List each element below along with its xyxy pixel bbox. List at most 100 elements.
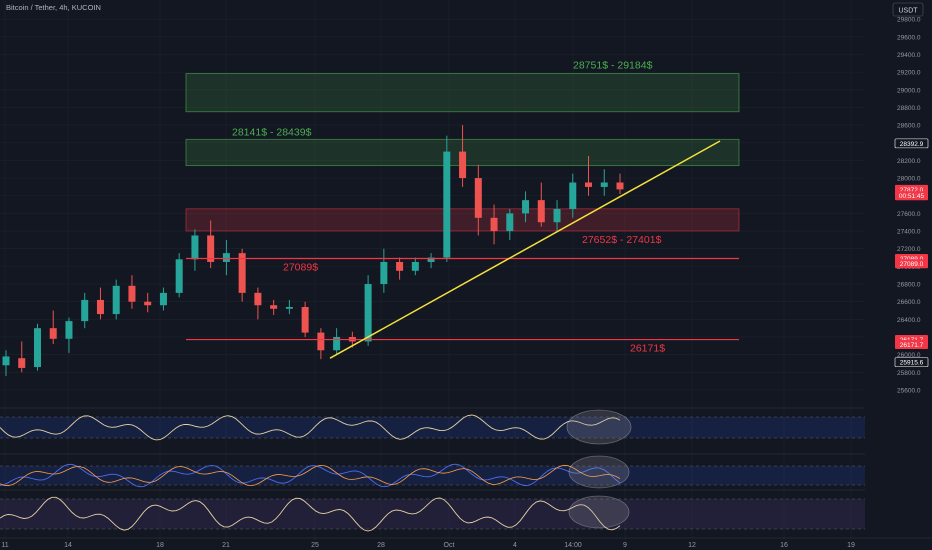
- price-tick: 28200.0: [897, 158, 921, 165]
- candle-body: [380, 261, 388, 285]
- time-tick: 21: [222, 542, 230, 549]
- price-badge-label: 27089.0: [900, 261, 924, 268]
- candle-body: [207, 235, 215, 262]
- candle-body: [553, 208, 561, 223]
- price-tick: 26000.0: [897, 352, 921, 359]
- price-tick: 29000.0: [897, 87, 921, 94]
- time-tick: 25: [311, 542, 319, 549]
- candle-body: [459, 151, 467, 179]
- candle-body: [616, 182, 624, 190]
- candle-body: [49, 328, 57, 339]
- symbol-title: Bitcoin / Tether, 4h, KUCOIN: [6, 3, 101, 12]
- candle-body: [569, 182, 577, 209]
- time-tick: 19: [847, 542, 855, 549]
- highlight-marker: [568, 455, 630, 489]
- zone-label: 28751$ - 29184$: [573, 60, 653, 72]
- candle-body: [65, 321, 73, 339]
- price-tick: 28600.0: [897, 123, 921, 130]
- candle-body: [490, 217, 498, 232]
- support-levels: 27089$ 26171$: [186, 257, 739, 355]
- candle-body: [144, 301, 152, 306]
- time-tick: 12: [688, 542, 696, 549]
- price-tick: 29800.0: [897, 17, 921, 24]
- candle-body: [443, 151, 451, 258]
- price-tick: 27200.0: [897, 246, 921, 253]
- candle-body: [270, 305, 278, 309]
- indicator-line: [0, 463, 621, 488]
- price-badge-label: 28392.9: [900, 141, 924, 148]
- price-tick: 27400.0: [897, 229, 921, 236]
- price-badge: [894, 138, 929, 149]
- time-tick: 4: [513, 542, 517, 549]
- price-tick: 29400.0: [897, 52, 921, 59]
- level-label: 27089$: [283, 262, 318, 274]
- resistance-zone[interactable]: [185, 73, 740, 113]
- candle-body: [175, 259, 183, 293]
- candle-body: [112, 285, 120, 315]
- price-badge: [895, 191, 928, 201]
- stoch-d-line: [0, 464, 621, 487]
- candle-body: [191, 235, 199, 260]
- price-badge-label: 25915.6: [900, 360, 924, 367]
- candle-body: [128, 285, 136, 302]
- candle-series: [2, 125, 624, 376]
- price-zones: 28751$ - 29184$ 28141$ - 28439$ 27652$ - 2…: [185, 60, 740, 246]
- time-tick: 28: [377, 542, 385, 549]
- time-tick: 16: [780, 542, 788, 549]
- candle-body: [522, 200, 530, 214]
- candle-body: [18, 358, 26, 368]
- indicator-line: [0, 496, 621, 532]
- price-tick: 28000.0: [897, 176, 921, 183]
- price-tick: 28800.0: [897, 105, 921, 112]
- candle-body: [537, 200, 545, 223]
- price-badge-label: 27872.0: [900, 187, 924, 194]
- time-tick: 14:00: [564, 542, 582, 549]
- price-badge: [895, 340, 928, 350]
- price-axis: 29800.0 29600.0 29400.0 29200.0 29000.0 28800…: [865, 0, 932, 550]
- candle-body: [33, 328, 41, 368]
- indicator-band: [0, 499, 865, 529]
- candle-body: [506, 213, 514, 232]
- trendline[interactable]: [329, 140, 721, 359]
- price-tick: 26800.0: [897, 282, 921, 289]
- highlight-marker: [568, 495, 630, 529]
- time-tick: 9: [623, 542, 627, 549]
- candle-body: [427, 257, 435, 262]
- candle-body: [396, 261, 404, 271]
- price-tick: 29200.0: [897, 70, 921, 77]
- currency-label: USDT: [898, 8, 918, 15]
- candle-body: [96, 299, 104, 315]
- zone-label: 28141$ - 28439$: [232, 126, 312, 138]
- candle-body: [254, 292, 262, 306]
- trendline-segment[interactable]: [329, 140, 721, 359]
- indicator-band: [0, 417, 865, 438]
- zone-label: 27652$ - 27401$: [582, 234, 662, 246]
- candle-body: [474, 178, 482, 218]
- candle-body: [301, 306, 309, 333]
- time-tick: Oct: [444, 542, 455, 549]
- candle-body: [159, 292, 167, 306]
- candle-body: [238, 253, 246, 293]
- demand-zone[interactable]: [185, 208, 740, 232]
- price-badge-label: 26171.7: [900, 342, 924, 349]
- time-tick: 11: [1, 542, 8, 549]
- candle-body: [81, 299, 89, 322]
- price-tick: 25800.0: [897, 370, 921, 377]
- time-tick: 14: [64, 542, 72, 549]
- indicator-line: [0, 414, 621, 441]
- candle-body: [2, 356, 10, 366]
- candle-body: [600, 182, 608, 187]
- price-tick: 25600.0: [897, 388, 921, 395]
- time-tick: 18: [156, 542, 164, 549]
- highlight-marker: [566, 409, 632, 445]
- candle-body: [585, 182, 593, 187]
- currency-button[interactable]: USDT: [892, 2, 924, 17]
- price-badge-label: 00:51:45: [899, 193, 925, 200]
- candle-body: [317, 332, 325, 351]
- price-tick: 29600.0: [897, 34, 921, 41]
- price-tick: 27600.0: [897, 211, 921, 218]
- price-badge: [894, 357, 929, 367]
- price-badge: [895, 259, 928, 269]
- candle-body: [222, 253, 230, 262]
